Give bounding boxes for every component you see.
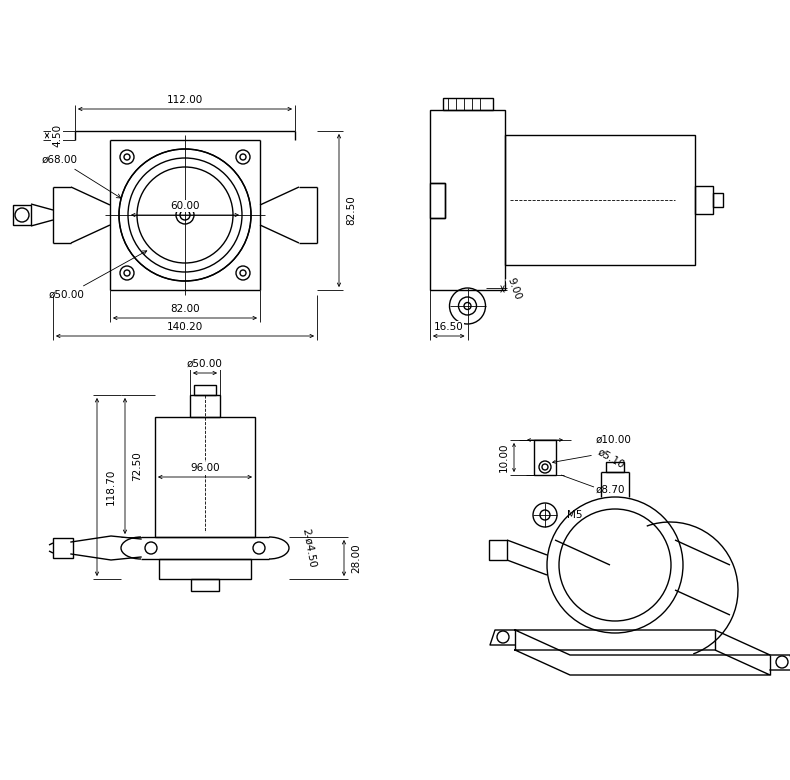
- Text: 96.00: 96.00: [190, 463, 220, 473]
- Text: 9.00: 9.00: [506, 276, 523, 302]
- Text: 140.20: 140.20: [167, 322, 203, 332]
- Bar: [194, 385, 216, 395]
- Text: 72.50: 72.50: [132, 451, 142, 481]
- Bar: [489, 540, 507, 560]
- Bar: [159, 559, 251, 579]
- Bar: [606, 462, 624, 472]
- Text: ø5.10: ø5.10: [596, 446, 626, 470]
- Text: 112.00: 112.00: [167, 95, 203, 105]
- Text: 2-ø4.50: 2-ø4.50: [301, 527, 318, 569]
- Text: 82.00: 82.00: [170, 304, 200, 314]
- Text: ø10.00: ø10.00: [596, 435, 632, 445]
- Text: ø50.00: ø50.00: [187, 359, 223, 369]
- Bar: [430, 183, 445, 218]
- Text: 16.50: 16.50: [434, 322, 464, 332]
- Text: 4.50: 4.50: [52, 124, 62, 147]
- Text: 118.70: 118.70: [106, 469, 116, 505]
- Bar: [430, 110, 505, 290]
- Bar: [442, 98, 492, 110]
- Text: ø68.00: ø68.00: [42, 155, 121, 198]
- Text: 28.00: 28.00: [351, 543, 361, 573]
- Bar: [695, 186, 713, 214]
- Text: ø50.00: ø50.00: [49, 251, 147, 300]
- Bar: [155, 417, 255, 537]
- Bar: [713, 193, 723, 207]
- Text: ø8.70: ø8.70: [596, 485, 626, 495]
- Text: 82.50: 82.50: [346, 196, 356, 225]
- Text: 60.00: 60.00: [171, 201, 200, 211]
- Text: M5: M5: [567, 510, 582, 520]
- Bar: [13, 205, 31, 225]
- Bar: [505, 135, 695, 265]
- Bar: [534, 440, 556, 475]
- Bar: [190, 395, 220, 417]
- Text: 10.00: 10.00: [499, 443, 509, 472]
- Bar: [191, 579, 219, 591]
- Bar: [53, 538, 73, 558]
